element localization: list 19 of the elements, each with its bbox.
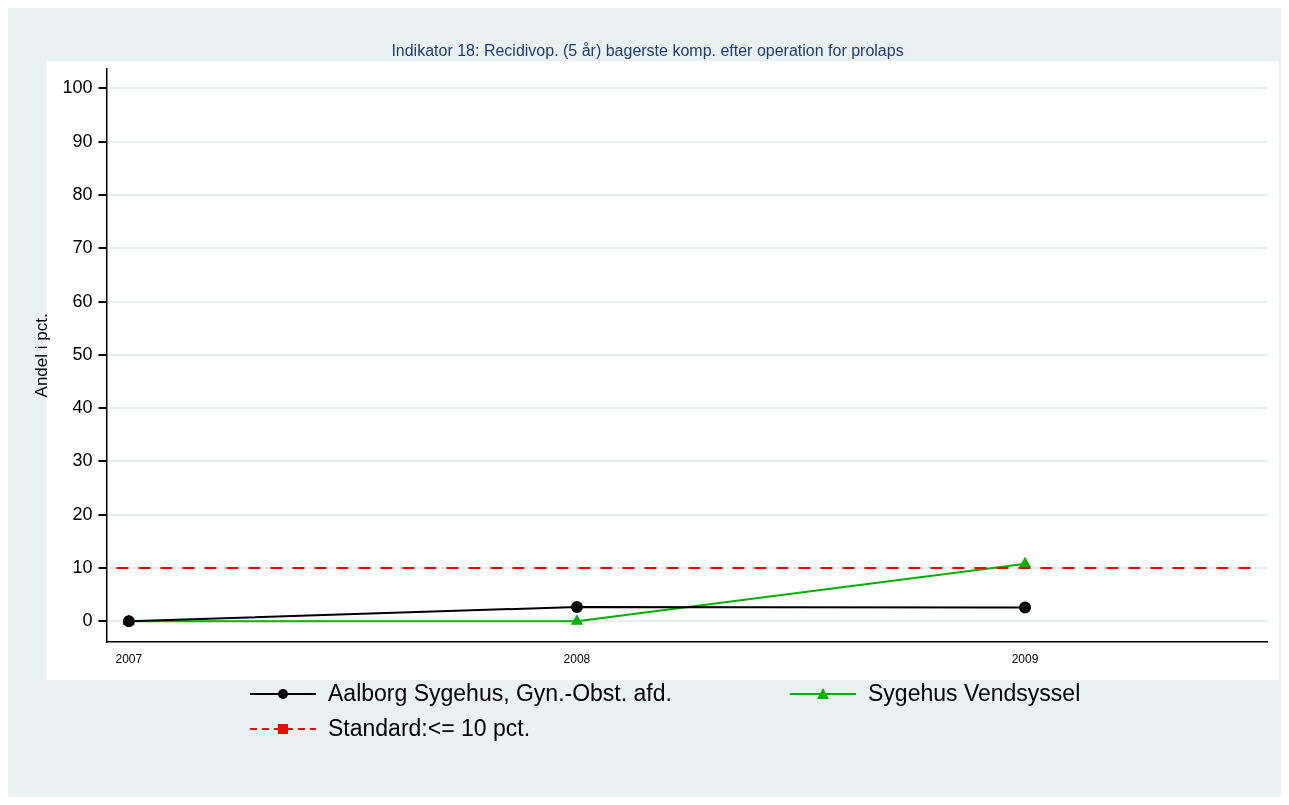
legend-label: Standard:<= 10 pct.	[328, 715, 531, 742]
y-tick-label: 80	[72, 183, 93, 204]
y-tick-label: 60	[72, 290, 93, 311]
legend-label: Aalborg Sygehus, Gyn.-Obst. afd.	[328, 680, 672, 707]
y-tick-label: 100	[62, 77, 93, 98]
y-tick-label: 70	[72, 237, 93, 258]
y-tick-label: 0	[82, 610, 93, 631]
y-tick-label: 30	[72, 450, 93, 471]
y-axis-title: Andel i pct.	[31, 313, 51, 398]
y-tick-label: 40	[72, 397, 93, 418]
y-tick-label: 90	[72, 130, 93, 151]
chart-title: Indikator 18: Recidivop. (5 år) bagerste komp. efter operation for prolaps	[391, 42, 904, 60]
x-tick-label: 2009	[1011, 652, 1039, 667]
y-tick-label: 50	[72, 343, 93, 364]
x-tick-label: 2007	[115, 652, 143, 667]
y-tick-label: 10	[72, 557, 93, 578]
legend-label: Sygehus Vendsyssel	[868, 680, 1081, 707]
y-tick-label: 20	[72, 503, 93, 524]
x-tick-label: 2008	[563, 652, 591, 667]
